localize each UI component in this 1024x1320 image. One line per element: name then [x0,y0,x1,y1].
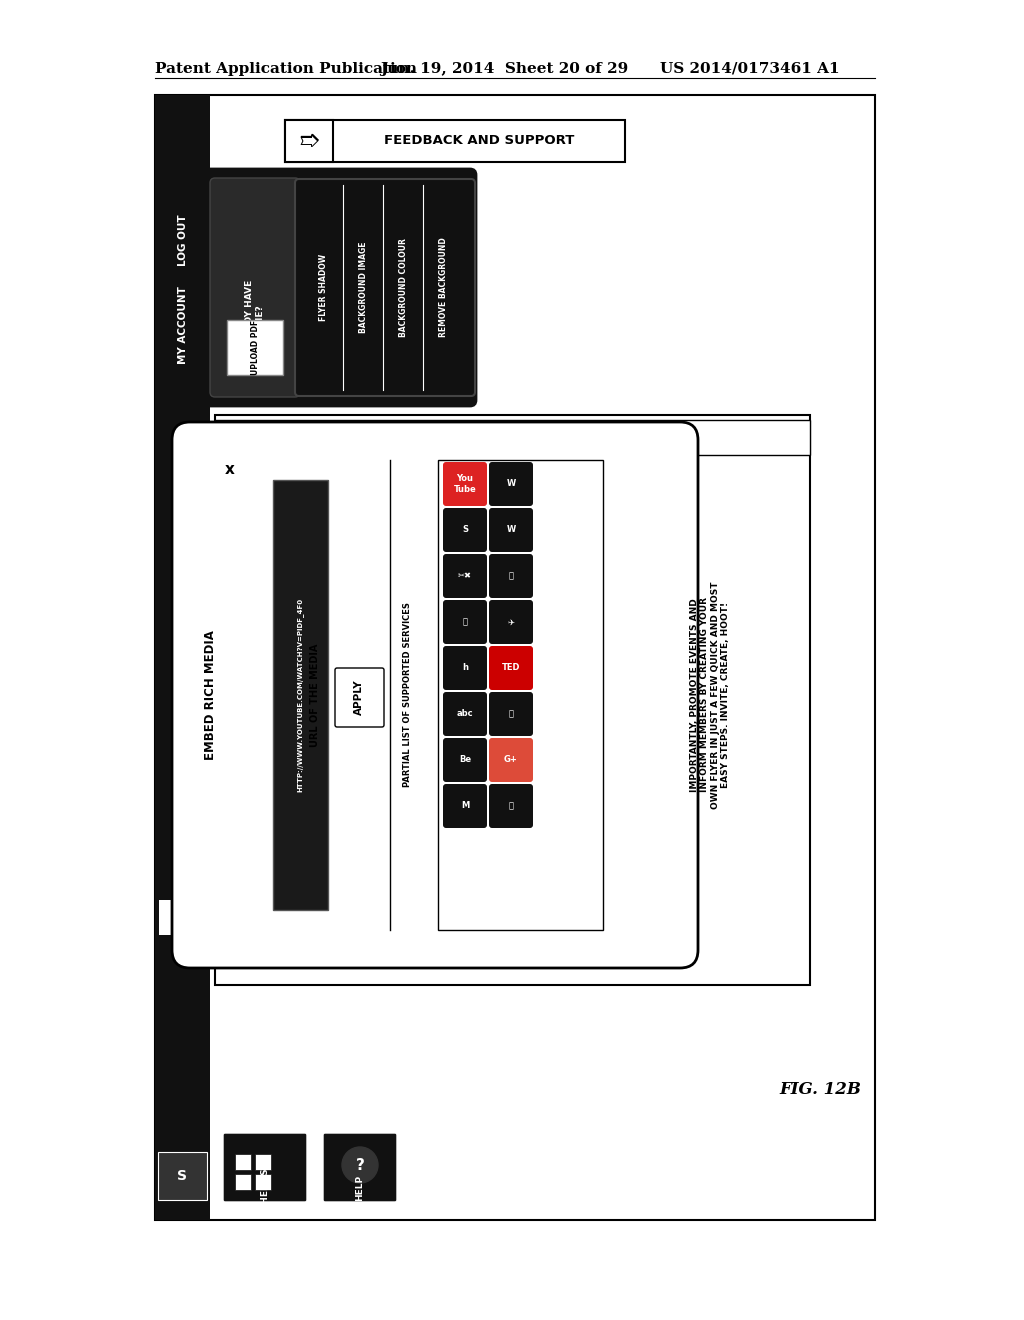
FancyBboxPatch shape [443,508,487,552]
Bar [438,459,603,931]
Text: LOG OUT: LOG OUT [177,214,187,265]
Text: TED: TED [502,664,520,672]
Text: WELCOME USER 1 !: WELCOME USER 1 ! [177,539,187,652]
Text: abc: abc [457,710,473,718]
Text: ?: ? [355,1158,365,1172]
Bar [215,414,810,985]
Text: ✂✖: ✂✖ [458,572,472,581]
Text: Be: Be [459,755,471,764]
Text: h: h [462,664,468,672]
Bar [255,1173,271,1191]
Bar [273,480,328,909]
Text: ALREADY HAVE
ONE?: ALREADY HAVE ONE? [246,280,264,355]
FancyBboxPatch shape [489,738,534,781]
Text: ⓐ: ⓐ [463,618,468,627]
Text: UPLOAD PDF: UPLOAD PDF [251,319,259,375]
Bar [227,319,283,375]
FancyBboxPatch shape [323,1133,397,1203]
FancyBboxPatch shape [172,422,698,968]
Text: MY ACCOUNT: MY ACCOUNT [177,286,187,364]
Text: ⓤ: ⓤ [509,710,513,718]
FancyBboxPatch shape [489,692,534,737]
Text: You
Tube: You Tube [454,474,476,494]
Text: G+: G+ [504,755,518,764]
Text: US 2014/0173461 A1: US 2014/0173461 A1 [660,62,840,77]
Bar [155,95,874,1220]
FancyBboxPatch shape [443,784,487,828]
FancyBboxPatch shape [489,601,534,644]
FancyBboxPatch shape [489,462,534,506]
Text: THEMES: THEMES [260,1167,269,1209]
Bar [159,900,206,935]
FancyBboxPatch shape [489,784,534,828]
Bar [285,120,625,162]
Text: ➱: ➱ [299,129,319,153]
Text: W: W [507,525,516,535]
Text: S: S [177,1170,187,1183]
Bar [215,420,810,455]
Bar [234,1173,251,1191]
Bar [234,1154,251,1170]
Text: APPLY: APPLY [354,680,364,715]
Text: ✈: ✈ [508,618,514,627]
Text: URL OF THE MEDIA: URL OF THE MEDIA [309,643,319,747]
FancyBboxPatch shape [443,738,487,781]
Text: S: S [462,525,468,535]
Text: x: x [225,462,234,478]
Text: SEARCH HOOTS: SEARCH HOOTS [177,840,187,931]
FancyBboxPatch shape [210,178,300,397]
FancyBboxPatch shape [443,601,487,644]
Bar [255,1154,271,1170]
Bar [158,1152,207,1200]
Text: HELP: HELP [355,1175,365,1201]
FancyBboxPatch shape [443,554,487,598]
Text: PARTIAL LIST OF SUPPORTED SERVICES: PARTIAL LIST OF SUPPORTED SERVICES [403,602,413,788]
Text: HTTP://WWW.YOUTUBE.COM/WATCH?V=PIDF_4F0: HTTP://WWW.YOUTUBE.COM/WATCH?V=PIDF_4F0 [297,598,303,792]
Text: IMPORTANTLY, PROMOTE EVENTS AND
INFORM MEMBERS BY CREATING YOUR
OWN FLYER IN JUS: IMPORTANTLY, PROMOTE EVENTS AND INFORM M… [690,581,730,809]
FancyBboxPatch shape [489,645,534,690]
Text: ⓥ: ⓥ [509,801,513,810]
Text: Patent Application Publication: Patent Application Publication [155,62,417,77]
Text: ⓦ: ⓦ [509,572,513,581]
FancyBboxPatch shape [489,554,534,598]
FancyBboxPatch shape [295,180,475,396]
FancyBboxPatch shape [443,462,487,506]
Text: FLYER SHADOW: FLYER SHADOW [318,253,328,321]
Bar [155,95,210,1220]
FancyBboxPatch shape [489,508,534,552]
Circle shape [342,1147,378,1183]
Text: FEEDBACK AND SUPPORT: FEEDBACK AND SUPPORT [384,135,574,148]
Text: Jun. 19, 2014  Sheet 20 of 29: Jun. 19, 2014 Sheet 20 of 29 [380,62,629,77]
Bar [285,120,333,162]
FancyBboxPatch shape [443,645,487,690]
FancyBboxPatch shape [443,692,487,737]
FancyBboxPatch shape [223,1133,307,1203]
Text: BACKGROUND IMAGE: BACKGROUND IMAGE [358,242,368,333]
Text: W: W [507,479,516,488]
FancyBboxPatch shape [199,169,476,407]
Text: REMOVE BACKGROUND: REMOVE BACKGROUND [438,238,447,338]
Text: FIG. 12B: FIG. 12B [779,1081,861,1098]
Text: EMBED RICH MEDIA: EMBED RICH MEDIA [204,630,216,760]
FancyBboxPatch shape [335,668,384,727]
Text: BACKGROUND COLOUR: BACKGROUND COLOUR [398,238,408,337]
Text: M: M [461,801,469,810]
